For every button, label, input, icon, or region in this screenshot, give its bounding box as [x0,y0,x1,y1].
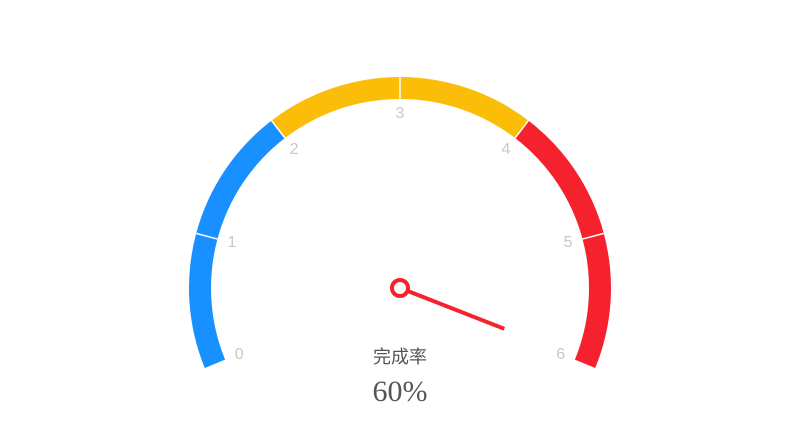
tick-label: 5 [564,234,573,251]
gauge-label: 完成率 [373,347,427,368]
tick-label: 2 [290,141,299,158]
tick-label: 4 [501,141,510,158]
tick-mark [204,359,226,370]
tick-mark [582,232,605,240]
needle-pivot [390,278,410,298]
tick-mark [195,232,218,240]
tick-label: 1 [227,234,236,251]
gauge-band [515,120,612,369]
tick-mark [574,359,596,370]
tick-mark [514,120,530,139]
tick-mark [270,120,286,139]
gauge-band [271,77,529,139]
tick-label: 6 [556,346,565,363]
needle [407,289,506,331]
gauge-detail: 60% [373,375,428,408]
gauge-band [189,120,285,369]
tick-label: 3 [396,105,405,122]
tick-label: 0 [235,346,244,363]
